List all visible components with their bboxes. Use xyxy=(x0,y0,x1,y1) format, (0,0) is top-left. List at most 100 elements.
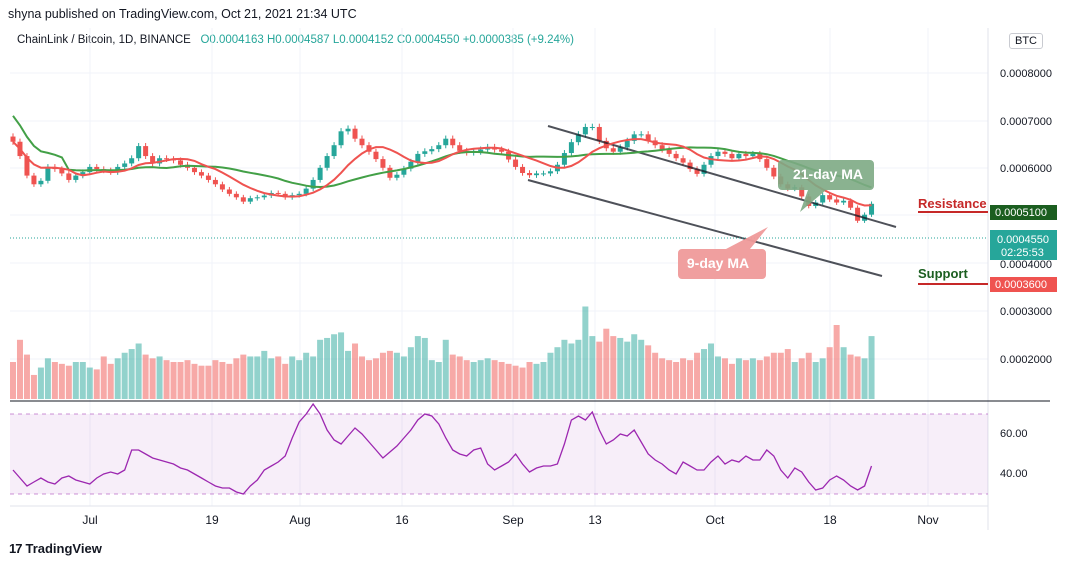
tradingview-logo[interactable]: 17 TradingView xyxy=(9,541,102,556)
volume-bar xyxy=(400,356,407,399)
time-tick: 19 xyxy=(205,513,219,527)
volume-bar xyxy=(107,363,114,399)
candle-body xyxy=(722,151,728,154)
volume-bar xyxy=(386,350,393,399)
candle-body xyxy=(659,145,665,150)
volume-bar xyxy=(798,358,805,399)
current-price-box xyxy=(990,230,1057,260)
price-tick: 0.0006000 xyxy=(1000,163,1052,175)
volume-bar xyxy=(428,360,435,399)
volume-bar xyxy=(554,347,561,399)
candle-body xyxy=(547,171,553,174)
volume-bar xyxy=(289,356,296,399)
volume-bar xyxy=(526,362,533,399)
volume-bar xyxy=(296,360,303,399)
volume-bar xyxy=(784,349,791,399)
time-tick: 18 xyxy=(823,513,837,527)
volume-bar xyxy=(589,336,596,399)
candle-body xyxy=(631,134,637,141)
resistance-label: Resistance xyxy=(918,196,987,211)
candle-body xyxy=(729,153,735,159)
support-price: 0.0003600 xyxy=(995,279,1047,291)
candle-body xyxy=(694,169,700,174)
currency-button[interactable]: BTC xyxy=(1009,33,1043,49)
volume-bar xyxy=(30,374,37,399)
channel-upper-line[interactable] xyxy=(547,125,897,228)
channel-lower-line[interactable] xyxy=(527,179,883,277)
candle-body xyxy=(743,153,749,157)
volume-bar xyxy=(352,343,359,399)
time-tick: Sep xyxy=(502,513,524,527)
volume-bar xyxy=(338,332,345,399)
volume-bar xyxy=(86,367,93,399)
support-price-box xyxy=(990,277,1057,292)
candle-body xyxy=(610,148,616,152)
candle-body xyxy=(122,163,128,167)
volume-bar xyxy=(72,362,79,399)
volume-bar xyxy=(303,352,310,399)
volume-bar xyxy=(728,363,735,399)
volume-bar xyxy=(37,367,44,399)
time-tick: Oct xyxy=(706,513,725,527)
candle-body xyxy=(855,207,861,221)
candle-body xyxy=(680,158,686,163)
candle-body xyxy=(638,134,644,136)
volume-bar xyxy=(812,362,819,399)
volume-bar xyxy=(673,362,680,399)
volume-bar xyxy=(708,343,714,399)
volume-bar xyxy=(100,356,107,399)
resistance-price-box xyxy=(990,205,1057,220)
candle-body xyxy=(143,146,149,157)
volume-bar xyxy=(282,363,289,399)
candle-body xyxy=(373,151,379,160)
candle-body xyxy=(436,145,442,150)
ma21-line xyxy=(12,115,872,189)
candle-body xyxy=(164,158,170,160)
candle-body xyxy=(212,179,218,185)
current-price: 0.0004550 xyxy=(997,234,1049,246)
candle-body xyxy=(317,167,323,180)
volume-bar xyxy=(268,358,275,399)
candle-body xyxy=(624,140,630,148)
volume-bar xyxy=(582,306,589,399)
support-label: Support xyxy=(918,266,968,281)
candle-body xyxy=(338,131,344,146)
ma21-label: 21-day MA xyxy=(793,166,863,182)
volume-bar xyxy=(680,358,687,399)
candle-body xyxy=(150,156,156,164)
symbol-title: ChainLink / Bitcoin, 1D, BINANCE xyxy=(17,34,191,46)
volume-bar xyxy=(749,358,756,399)
volume-bar xyxy=(840,347,847,399)
candle-body xyxy=(219,184,225,190)
volume-bar xyxy=(44,358,51,399)
candle-body xyxy=(240,197,246,202)
candle-body xyxy=(827,195,833,200)
volume-bar xyxy=(624,341,631,399)
candle-body xyxy=(387,167,393,178)
volume-bar xyxy=(233,358,240,399)
volume-bar xyxy=(23,354,30,399)
volume-bar xyxy=(498,362,505,399)
volume-bar xyxy=(652,352,659,399)
candle-body xyxy=(198,172,204,176)
price-tick: 0.0002000 xyxy=(1000,354,1052,366)
candle-body xyxy=(275,192,281,194)
ma9-line xyxy=(12,138,872,207)
candle-body xyxy=(450,138,456,146)
candle-body xyxy=(59,169,65,174)
candle-body xyxy=(205,175,211,180)
candle-body xyxy=(708,156,714,165)
candle-body xyxy=(415,153,421,162)
candle-body xyxy=(94,166,100,170)
volume-bar xyxy=(833,325,840,399)
candle-body xyxy=(310,179,316,189)
candle-body xyxy=(226,189,232,194)
volume-bar xyxy=(756,360,763,399)
volume-bar xyxy=(491,360,498,399)
ma9-label: 9-day MA xyxy=(687,255,749,271)
time-axis: Jul 19 Aug 16 Sep 13 Oct 18 Nov xyxy=(82,513,938,527)
candle-body xyxy=(408,161,414,169)
volume-bar xyxy=(561,339,568,399)
